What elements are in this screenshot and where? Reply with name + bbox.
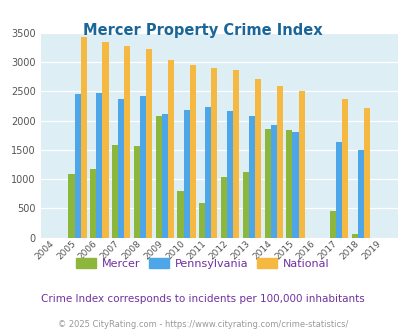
Bar <box>292 132 298 238</box>
Text: © 2025 CityRating.com - https://www.cityrating.com/crime-statistics/: © 2025 CityRating.com - https://www.city… <box>58 319 347 329</box>
Bar <box>112 145 118 238</box>
Bar <box>232 70 239 238</box>
Bar <box>81 37 87 238</box>
Bar <box>140 96 146 238</box>
Bar <box>335 142 341 238</box>
Bar <box>248 116 254 238</box>
Bar <box>183 110 189 238</box>
Bar <box>68 175 75 238</box>
Bar <box>363 108 369 238</box>
Bar <box>75 94 81 238</box>
Bar <box>242 172 248 238</box>
Bar <box>199 203 205 238</box>
Bar <box>254 79 260 238</box>
Bar <box>155 116 161 238</box>
Bar <box>329 211 335 238</box>
Bar <box>211 68 217 238</box>
Bar <box>298 91 304 238</box>
Bar <box>276 85 282 238</box>
Bar <box>270 125 276 238</box>
Bar <box>220 178 226 238</box>
Bar <box>146 50 152 238</box>
Bar <box>341 99 347 238</box>
Bar <box>167 60 173 238</box>
Bar <box>351 234 357 238</box>
Bar <box>357 150 363 238</box>
Text: Mercer Property Crime Index: Mercer Property Crime Index <box>83 23 322 38</box>
Bar <box>205 107 211 238</box>
Bar <box>102 42 108 238</box>
Bar <box>226 111 232 238</box>
Bar <box>118 99 124 238</box>
Bar <box>189 65 195 238</box>
Bar <box>264 129 270 238</box>
Bar <box>124 47 130 238</box>
Legend: Mercer, Pennsylvania, National: Mercer, Pennsylvania, National <box>72 254 333 273</box>
Bar <box>286 130 292 238</box>
Bar <box>134 146 140 238</box>
Bar <box>177 191 183 238</box>
Bar <box>161 114 167 238</box>
Bar <box>90 169 96 238</box>
Bar <box>96 93 102 238</box>
Text: Crime Index corresponds to incidents per 100,000 inhabitants: Crime Index corresponds to incidents per… <box>41 294 364 304</box>
